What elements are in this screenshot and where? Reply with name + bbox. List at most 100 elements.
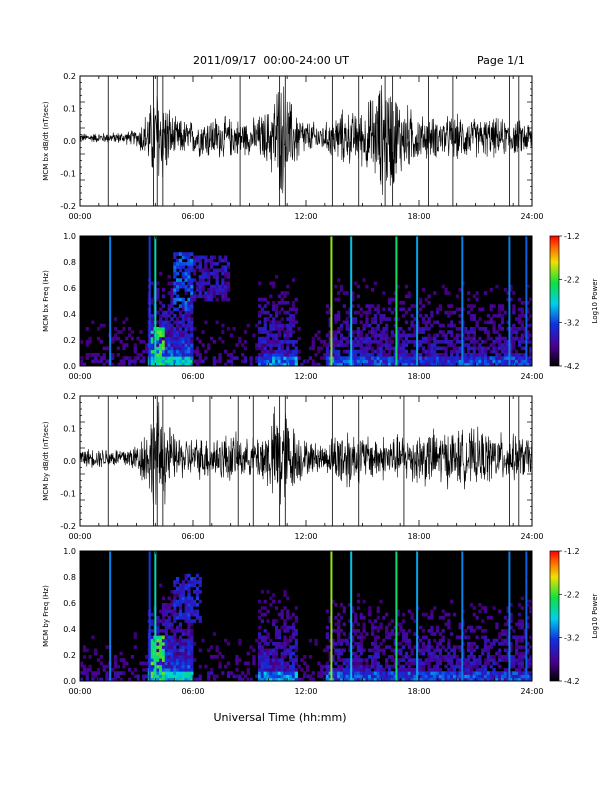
spectrogram-cell xyxy=(178,583,183,588)
spectrogram-cell xyxy=(280,343,284,347)
waveform-trace-2 xyxy=(79,402,533,505)
spectrogram-cell xyxy=(396,671,400,675)
spectrogram-cell xyxy=(362,648,366,653)
spectrogram-cell xyxy=(150,353,154,357)
spectrogram-cell xyxy=(173,645,177,649)
spectrogram-cell xyxy=(187,362,191,367)
spectrogram-cell xyxy=(122,346,126,351)
spectrogram-cell xyxy=(167,323,171,328)
spectrogram-cell xyxy=(348,658,352,662)
spectrogram-cell xyxy=(283,353,287,357)
spectrogram-cell xyxy=(232,356,236,360)
spectrogram-cell xyxy=(80,677,84,682)
spectrogram-cell xyxy=(173,661,177,666)
spectrogram-cell xyxy=(467,356,471,360)
spectrogram-cell xyxy=(515,349,519,354)
spectrogram-cell xyxy=(402,343,406,347)
spectrogram-cell xyxy=(263,340,267,344)
spectrogram-cell xyxy=(506,638,510,643)
spectrogram-cell xyxy=(328,307,332,312)
y-tick-label: 0.0 xyxy=(63,137,76,146)
spectrogram-cell xyxy=(512,658,516,662)
spectrogram-cell xyxy=(176,593,180,597)
spectrogram-cell xyxy=(509,336,513,341)
spectrogram-cell xyxy=(379,330,383,334)
spectrogram-cell xyxy=(435,320,440,325)
spectrogram-cell xyxy=(173,362,177,367)
spectrogram-cell xyxy=(133,674,137,679)
spectrogram-cell xyxy=(467,349,471,354)
spectrogram-cell xyxy=(187,340,191,344)
spectrogram-cell xyxy=(99,661,104,666)
spectrogram-cell xyxy=(212,288,217,292)
spectrogram-cell xyxy=(187,603,191,607)
spectrogram-cell xyxy=(294,674,298,679)
spectrogram-cell xyxy=(447,340,451,344)
spectrogram-cell xyxy=(187,671,191,675)
spectrogram-cell xyxy=(170,333,174,338)
spectrogram-cell xyxy=(291,632,296,636)
spectrogram-cell xyxy=(102,668,106,672)
spectrogram-cell xyxy=(224,281,228,286)
spectrogram-cell xyxy=(164,664,168,669)
spectrogram-cell xyxy=(356,606,361,610)
spectrogram-cell xyxy=(410,359,414,364)
spectrogram-cell xyxy=(509,359,513,364)
spectrogram-cell xyxy=(176,599,180,604)
spectrogram-cell xyxy=(430,343,434,347)
spectrogram-cell xyxy=(354,632,358,636)
spectrogram-cell xyxy=(351,291,355,295)
spectrogram-cell xyxy=(427,346,431,351)
spectrogram-cell xyxy=(509,353,513,357)
spectrogram-cell xyxy=(478,317,482,321)
spectrogram-cell xyxy=(393,642,397,646)
spectrogram-cell xyxy=(455,356,459,360)
spectrogram-cell xyxy=(396,346,400,351)
spectrogram-cell xyxy=(176,320,180,325)
spectrogram-cell xyxy=(167,356,171,360)
spectrogram-cell xyxy=(331,346,335,351)
spectrogram-cell xyxy=(238,674,242,679)
spectrogram-cell xyxy=(272,336,276,341)
spectrogram-cell xyxy=(421,320,426,325)
spectrogram-cell xyxy=(407,674,411,679)
spectrogram-cell xyxy=(119,671,123,675)
spectrogram-cell xyxy=(385,356,389,360)
spectrogram-cell xyxy=(512,671,516,675)
spectrogram-cell xyxy=(178,658,183,662)
spectrogram-cell xyxy=(385,330,389,334)
spectrogram-cell xyxy=(402,674,406,679)
spectrogram-cell xyxy=(94,671,98,675)
spectrogram-cell xyxy=(325,664,329,669)
spectrogram-cell xyxy=(373,619,378,623)
spectrogram-cell xyxy=(201,330,205,334)
spectrogram-cell xyxy=(503,359,507,364)
spectrogram-cell xyxy=(176,330,180,334)
spectrogram-cell xyxy=(187,343,191,347)
spectrogram-cell xyxy=(176,590,180,594)
spectrogram-cell xyxy=(119,340,123,344)
spectrogram-cell xyxy=(91,671,95,675)
spectrogram-cell xyxy=(207,258,211,263)
spectrogram-cell xyxy=(184,314,188,318)
spectrogram-cell xyxy=(113,664,118,669)
spectrogram-cell xyxy=(272,320,276,325)
spectrogram-cell xyxy=(342,648,346,653)
spectrogram-cell xyxy=(500,671,505,675)
spectrogram-cell xyxy=(382,359,386,364)
spectrogram-cell xyxy=(435,671,440,675)
spectrogram-cell xyxy=(427,645,431,649)
spectrogram-cell xyxy=(444,353,448,357)
spectrogram-cell xyxy=(492,642,496,646)
spectrogram-cell xyxy=(498,336,502,341)
spectrogram-cell xyxy=(311,343,315,347)
spectrogram-cell xyxy=(209,262,214,266)
spectrogram-cell xyxy=(187,625,191,630)
spectrogram-cell xyxy=(458,664,462,669)
spectrogram-cell xyxy=(88,664,92,669)
spectrogram-cell xyxy=(475,616,479,620)
spectrogram-cell xyxy=(334,651,338,656)
spectrogram-cell xyxy=(181,359,185,364)
spectrogram-cell xyxy=(266,648,270,653)
spectrogram-cell xyxy=(94,651,98,656)
